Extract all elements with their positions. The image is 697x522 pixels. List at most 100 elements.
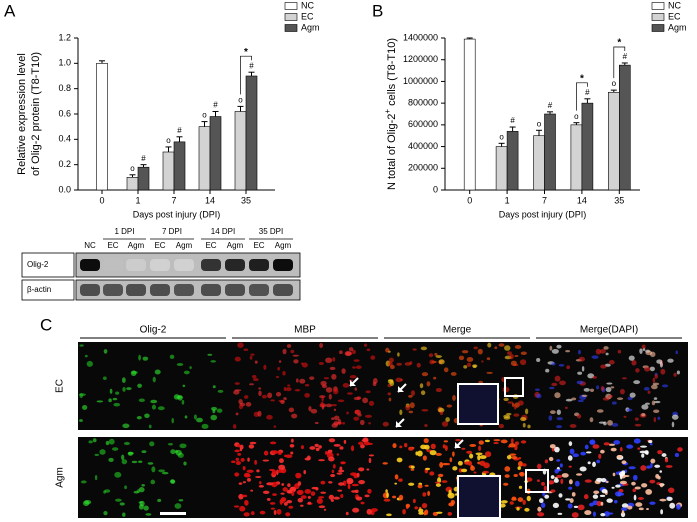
cell <box>439 461 444 468</box>
cell <box>113 402 121 407</box>
cell <box>234 382 240 385</box>
cell <box>614 491 622 497</box>
cell <box>661 453 667 457</box>
cell <box>320 480 326 485</box>
cell <box>671 414 679 420</box>
micrograph-column-label: Merge <box>443 325 472 336</box>
cell <box>111 447 119 451</box>
cell <box>424 444 430 450</box>
cell <box>394 474 399 480</box>
cell <box>388 397 392 402</box>
cell <box>142 356 149 361</box>
cell <box>141 483 145 487</box>
cell <box>275 391 282 397</box>
cell <box>282 370 286 376</box>
cell <box>80 480 87 484</box>
x-tick-label: 0 <box>99 195 104 205</box>
cell <box>509 353 514 360</box>
cell <box>550 410 556 415</box>
cell <box>249 383 254 386</box>
cell <box>121 459 128 465</box>
cell <box>576 380 584 385</box>
cell <box>589 439 596 445</box>
cell <box>611 486 615 489</box>
cell <box>592 461 596 468</box>
cell <box>158 469 166 473</box>
cell <box>396 362 402 366</box>
y-tick-label: 0 <box>433 184 438 194</box>
cell <box>347 484 351 489</box>
cell <box>639 348 643 354</box>
y-tick-label: 600000 <box>408 119 438 129</box>
cell <box>366 348 371 352</box>
cell <box>368 454 374 457</box>
cell <box>569 448 575 455</box>
cell <box>513 413 520 417</box>
cell <box>333 496 340 500</box>
cell <box>103 511 108 516</box>
cell <box>171 417 174 424</box>
cell <box>308 406 312 412</box>
cell <box>633 494 637 501</box>
cell <box>259 510 266 515</box>
cell <box>500 439 508 444</box>
cell <box>300 495 307 499</box>
cell <box>503 397 509 402</box>
cell <box>660 368 666 375</box>
cell <box>552 502 560 509</box>
cell <box>282 487 288 492</box>
cell <box>320 401 324 407</box>
cell <box>170 449 176 455</box>
cell <box>295 472 302 479</box>
x-tick-label: 14 <box>577 195 587 205</box>
cell <box>623 415 627 418</box>
cell <box>556 474 563 479</box>
cell <box>671 421 675 428</box>
cell <box>404 442 408 448</box>
cell <box>290 349 295 354</box>
legend-swatch <box>284 13 298 21</box>
cell <box>633 438 641 444</box>
bar <box>245 75 258 191</box>
cell <box>339 350 343 355</box>
cell <box>102 376 107 380</box>
cell <box>351 490 357 493</box>
cell <box>183 370 190 375</box>
cell <box>297 498 304 503</box>
cell <box>556 417 563 421</box>
cell <box>121 377 126 384</box>
blot-group-label: 35 DPI <box>259 227 283 236</box>
cell <box>466 450 473 454</box>
cell <box>565 398 573 402</box>
cell <box>589 502 594 507</box>
cell <box>193 414 197 420</box>
cell <box>307 501 312 505</box>
cell <box>526 495 531 502</box>
cell <box>394 482 398 485</box>
cell <box>673 372 677 377</box>
cell <box>550 475 555 479</box>
cell <box>632 474 638 481</box>
x-axis-label: Days post injury (DPI) <box>133 209 221 219</box>
cell <box>611 423 619 427</box>
cell <box>554 446 560 453</box>
cell <box>362 397 369 404</box>
cell <box>353 473 359 479</box>
cell <box>247 457 250 462</box>
cell <box>231 460 236 463</box>
cell <box>493 441 499 444</box>
cell <box>509 501 514 505</box>
bar <box>533 135 545 191</box>
cell <box>651 400 656 406</box>
significance-marker: o <box>499 132 504 141</box>
cell <box>321 384 327 389</box>
significance-marker: # <box>213 101 218 110</box>
cell <box>399 445 403 449</box>
cell <box>349 374 357 379</box>
cell <box>653 417 657 423</box>
cell <box>569 498 574 503</box>
cell <box>250 353 255 356</box>
cell <box>441 421 449 427</box>
cell <box>629 392 636 398</box>
cell <box>518 485 523 489</box>
